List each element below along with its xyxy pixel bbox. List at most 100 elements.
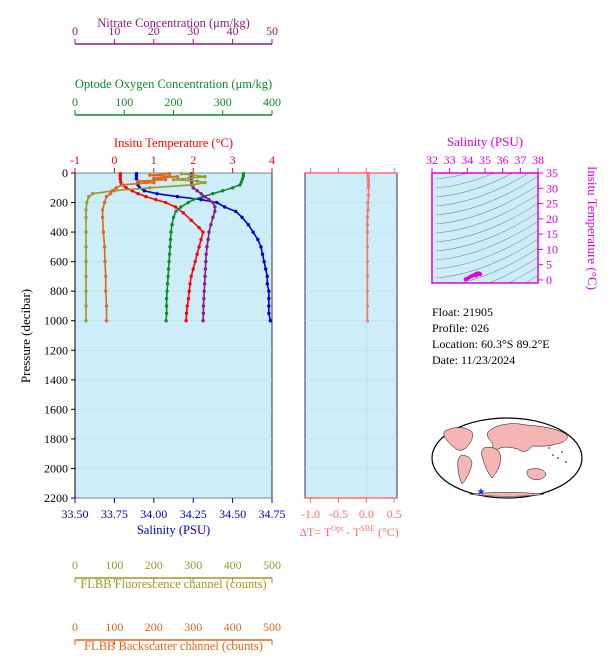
ts-y-tick-label: 30 xyxy=(546,181,558,195)
density-contour xyxy=(435,173,495,189)
backscatter-point xyxy=(120,183,124,187)
nitrate-point xyxy=(209,223,213,227)
salinity-point xyxy=(267,304,271,308)
salinity-point xyxy=(265,274,269,279)
density-contour xyxy=(435,184,538,225)
temperature-point xyxy=(197,245,201,249)
fluorescence-axis: 0 100 200 300 400 500 FLBB Fluorescence channe… xyxy=(72,558,281,591)
nitrate-point xyxy=(211,215,215,220)
map-landmass-australia xyxy=(526,468,547,480)
salinity-point xyxy=(259,245,263,249)
delta-point xyxy=(365,260,370,264)
density-contour xyxy=(435,220,538,261)
pressure-tick-label: 800 xyxy=(50,284,68,298)
temperature-point xyxy=(188,282,192,286)
pressure-tick-label: 2200 xyxy=(44,491,68,505)
nitrate-point xyxy=(191,186,195,190)
oxygen-point xyxy=(168,237,173,242)
oxygen-point xyxy=(167,259,171,264)
oxygen-point xyxy=(168,245,172,249)
nitrate-axis: 0 10 20 30 40 50 Nitrate Concentration (μm/kg) xyxy=(72,16,278,45)
delta-point xyxy=(365,230,370,234)
ts-x-tick-label: 33 xyxy=(444,153,456,167)
map-landmass-africa xyxy=(481,447,501,479)
salinity-tick-label: 33.75 xyxy=(101,507,128,521)
salinity-point xyxy=(262,259,266,264)
fluorescence-point xyxy=(85,200,89,205)
nitrate-tick-label: 20 xyxy=(148,24,160,38)
backscatter-point xyxy=(103,259,107,264)
fluorescence-point xyxy=(84,230,88,234)
oxygen-point xyxy=(211,191,215,196)
backscatter-tick-label: 300 xyxy=(184,620,202,634)
delta-tick-label: -0.5 xyxy=(329,507,348,521)
nitrate-tick-label: 50 xyxy=(266,24,278,38)
delta-label-part: - T xyxy=(343,525,361,539)
nitrate-point xyxy=(201,311,206,316)
backscatter-point xyxy=(102,245,107,249)
backscatter-tick-label: 100 xyxy=(105,620,123,634)
fluorescence-point xyxy=(84,319,88,323)
delta-series xyxy=(365,172,371,323)
map-landmass-north-america xyxy=(443,427,473,451)
star-icon: ★ xyxy=(477,487,486,498)
salinity-point xyxy=(265,282,269,286)
temperature-tick-label: 4 xyxy=(269,153,275,167)
fluorescence-point xyxy=(84,304,88,308)
pressure-tick-label: 400 xyxy=(50,225,68,239)
pressure-tick-label: 0 xyxy=(62,166,68,180)
pressure-axis: 0 200 400 600 800 1000 1200 1400 1600 1800 2000 220… xyxy=(44,166,76,505)
oxygen-point xyxy=(165,282,170,286)
density-contour xyxy=(435,173,514,198)
temperature-point xyxy=(189,274,193,279)
oxygen-axis: 0 100 200 300 400 Optode Oxygen Concentration… xyxy=(72,77,281,116)
fluorescence-point xyxy=(84,259,88,264)
delta-label-part: ΔT= T xyxy=(299,525,332,539)
fluorescence-profile-line xyxy=(85,172,206,321)
oxygen-point xyxy=(239,180,244,184)
salinity-point xyxy=(263,267,268,271)
temperature-tick-label: 0 xyxy=(111,153,117,167)
nitrate-point xyxy=(195,189,199,193)
pressure-tick-label: 1600 xyxy=(44,402,68,416)
delta-point xyxy=(366,177,371,181)
backscatter-axis-label: FLBB Backscatter channel (counts) xyxy=(84,639,263,653)
backscatter-point xyxy=(104,319,109,323)
delta-point xyxy=(365,245,370,249)
delta-point xyxy=(365,215,370,219)
temperature-profile-line xyxy=(119,173,204,321)
temperature-point xyxy=(118,177,123,181)
salinity-point xyxy=(199,197,203,202)
float-info: Float: 21905 Profile: 026 Location: 60.3… xyxy=(432,305,550,367)
ts-x-axis-label: Salinity (PSU) xyxy=(447,134,523,149)
temperature-point xyxy=(173,205,178,209)
location: Location: 60.3°S 89.2°E xyxy=(432,337,550,351)
backscatter-tick-label: 400 xyxy=(224,620,242,634)
nitrate-tick-label: 0 xyxy=(72,24,78,38)
map-landmass-antarctica xyxy=(469,492,545,497)
oxygen-point xyxy=(164,304,169,308)
fluorescence-point xyxy=(84,208,88,212)
oxygen-point xyxy=(230,186,235,190)
backscatter-point xyxy=(104,289,108,293)
salinity-point xyxy=(215,200,219,205)
delta-panel-background xyxy=(304,172,398,499)
temperature-tick-label: 2 xyxy=(190,153,196,167)
delta-point xyxy=(366,208,370,212)
salinity-point xyxy=(268,319,273,323)
nitrate-tick-label: 40 xyxy=(227,24,239,38)
delta-point xyxy=(366,193,371,197)
temperature-point xyxy=(199,237,203,242)
nitrate-tick-label: 10 xyxy=(108,24,120,38)
float-id: Float: 21905 xyxy=(432,305,493,319)
density-contour xyxy=(488,256,538,283)
map-landmass-south-america xyxy=(457,455,473,485)
temperature-point xyxy=(184,319,188,323)
oxygen-point xyxy=(164,319,168,323)
ts-x-tick-label: 37 xyxy=(514,153,526,167)
nitrate-point xyxy=(204,252,208,256)
world-map: ★ xyxy=(431,417,583,499)
